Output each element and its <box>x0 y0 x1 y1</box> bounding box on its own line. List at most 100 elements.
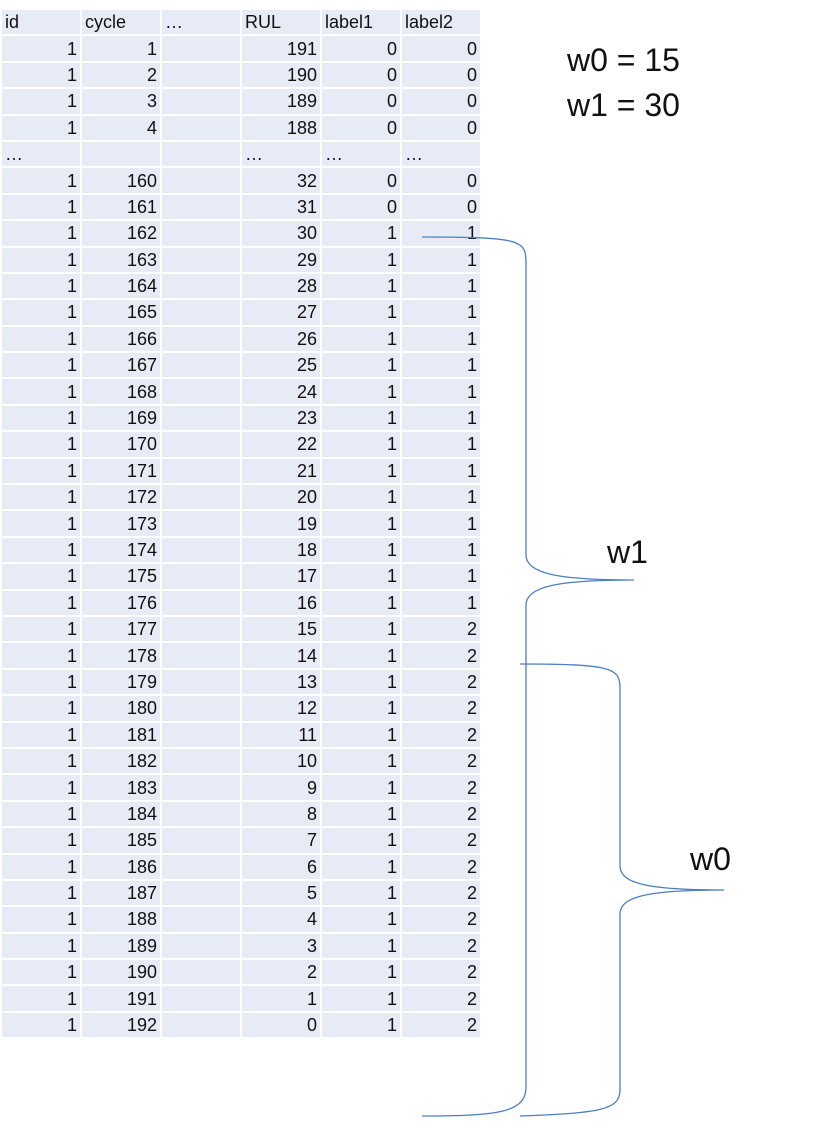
data-table: id cycle… RUL label1 label2 1 1 191 0 0 1 2 190 0 0 1 3 1… <box>0 8 482 1039</box>
table-cell: 1 <box>322 221 400 246</box>
table-cell <box>162 986 240 1011</box>
table-cell: 1 <box>322 405 400 431</box>
table-cell: 17 <box>242 564 320 589</box>
table-cell: … <box>242 141 320 167</box>
table-cell <box>162 379 240 404</box>
table-cell: 0 <box>322 36 400 61</box>
table-cell: 180 <box>82 696 160 721</box>
table-cell: 1 <box>2 880 80 906</box>
table-cell: 189 <box>82 933 160 959</box>
column-header: label1 <box>322 10 400 35</box>
table-cell: 1 <box>402 273 480 299</box>
table-row: 1 183 9 1 2 <box>2 775 480 800</box>
table-cell: 2 <box>402 643 480 668</box>
table-cell <box>162 194 240 220</box>
table-cell: 2 <box>402 986 480 1011</box>
table-cell: 1 <box>402 405 480 431</box>
table-cell: 32 <box>242 168 320 193</box>
table-cell <box>162 960 240 985</box>
table-cell: 2 <box>402 775 480 800</box>
table-row: 1 168 24 1 1 <box>2 379 480 404</box>
table-cell: 1 <box>322 722 400 747</box>
table-cell: 1 <box>2 89 80 114</box>
table-cell: 1 <box>402 458 480 484</box>
table-cell: 173 <box>82 511 160 536</box>
table-cell <box>162 722 240 747</box>
table-cell: 7 <box>242 828 320 853</box>
table-cell: 1 <box>2 801 80 827</box>
table-cell: 27 <box>242 300 320 325</box>
table-cell: 179 <box>82 669 160 695</box>
table-cell: 1 <box>322 590 400 615</box>
table-cell: 1 <box>2 36 80 61</box>
table-cell <box>162 880 240 906</box>
table-cell <box>162 432 240 457</box>
table-cell: 1 <box>2 300 80 325</box>
table-cell: 181 <box>82 722 160 747</box>
table-cell: 1 <box>242 986 320 1011</box>
table-row: 1 192 0 1 2 <box>2 1012 480 1038</box>
table-cell: 2 <box>242 960 320 985</box>
table-cell: 2 <box>402 616 480 642</box>
table-row: 1 165 27 1 1 <box>2 300 480 325</box>
table-row: 1 190 2 1 2 <box>2 960 480 985</box>
table-row: 1 181 11 1 2 <box>2 722 480 747</box>
table-cell <box>162 300 240 325</box>
table-row: 1 163 29 1 1 <box>2 247 480 272</box>
table-cell <box>162 326 240 352</box>
table-cell: 2 <box>402 1012 480 1038</box>
table-row: 1 185 7 1 2 <box>2 828 480 853</box>
table-cell: 1 <box>2 696 80 721</box>
table-cell: 26 <box>242 326 320 352</box>
table-cell: 166 <box>82 326 160 352</box>
table-cell: 1 <box>322 300 400 325</box>
table-cell <box>162 669 240 695</box>
table-cell: 4 <box>242 907 320 932</box>
table-cell: 1 <box>322 1012 400 1038</box>
table-cell: 1 <box>402 326 480 352</box>
table-cell: 1 <box>2 273 80 299</box>
table-row: 1 161 31 0 0 <box>2 194 480 220</box>
table-cell: 190 <box>82 960 160 985</box>
table-cell: 29 <box>242 247 320 272</box>
column-header: label2 <box>402 10 480 35</box>
table-cell: 171 <box>82 458 160 484</box>
table-row: 1 189 3 1 2 <box>2 933 480 959</box>
table-cell: 1 <box>322 616 400 642</box>
table-cell: 10 <box>242 748 320 774</box>
table-row: ………… <box>2 141 480 167</box>
table-cell <box>162 616 240 642</box>
table-header-row: id cycle… RUL label1 label2 <box>2 10 480 35</box>
table-cell: 186 <box>82 854 160 879</box>
table-row: 1 173 19 1 1 <box>2 511 480 536</box>
table-cell: 2 <box>402 801 480 827</box>
table-row: 1 187 5 1 2 <box>2 880 480 906</box>
note-w1: w1 = 30 <box>567 87 680 123</box>
table-cell: 1 <box>322 907 400 932</box>
table-cell: 185 <box>82 828 160 853</box>
table-cell <box>162 643 240 668</box>
table-cell <box>162 854 240 879</box>
table-cell: 162 <box>82 221 160 246</box>
table-cell: 1 <box>402 221 480 246</box>
table-row: 1 179 13 1 2 <box>2 669 480 695</box>
table-row: 1 186 6 1 2 <box>2 854 480 879</box>
table-cell <box>162 89 240 114</box>
table-cell: 2 <box>402 854 480 879</box>
table-cell: 184 <box>82 801 160 827</box>
table-cell: 1 <box>2 485 80 510</box>
table-row: 1 4 188 0 0 <box>2 115 480 140</box>
table-cell <box>162 564 240 589</box>
table-cell: 1 <box>2 168 80 193</box>
table-cell <box>162 511 240 536</box>
table-cell <box>162 1012 240 1038</box>
table-cell: 2 <box>402 907 480 932</box>
table-cell: 1 <box>402 353 480 378</box>
table-cell: 1 <box>2 616 80 642</box>
table-cell: 1 <box>322 458 400 484</box>
table-cell: 1 <box>2 775 80 800</box>
table-cell: … <box>402 141 480 167</box>
table-cell <box>162 485 240 510</box>
table-cell: 1 <box>2 62 80 88</box>
table-cell: 0 <box>322 194 400 220</box>
